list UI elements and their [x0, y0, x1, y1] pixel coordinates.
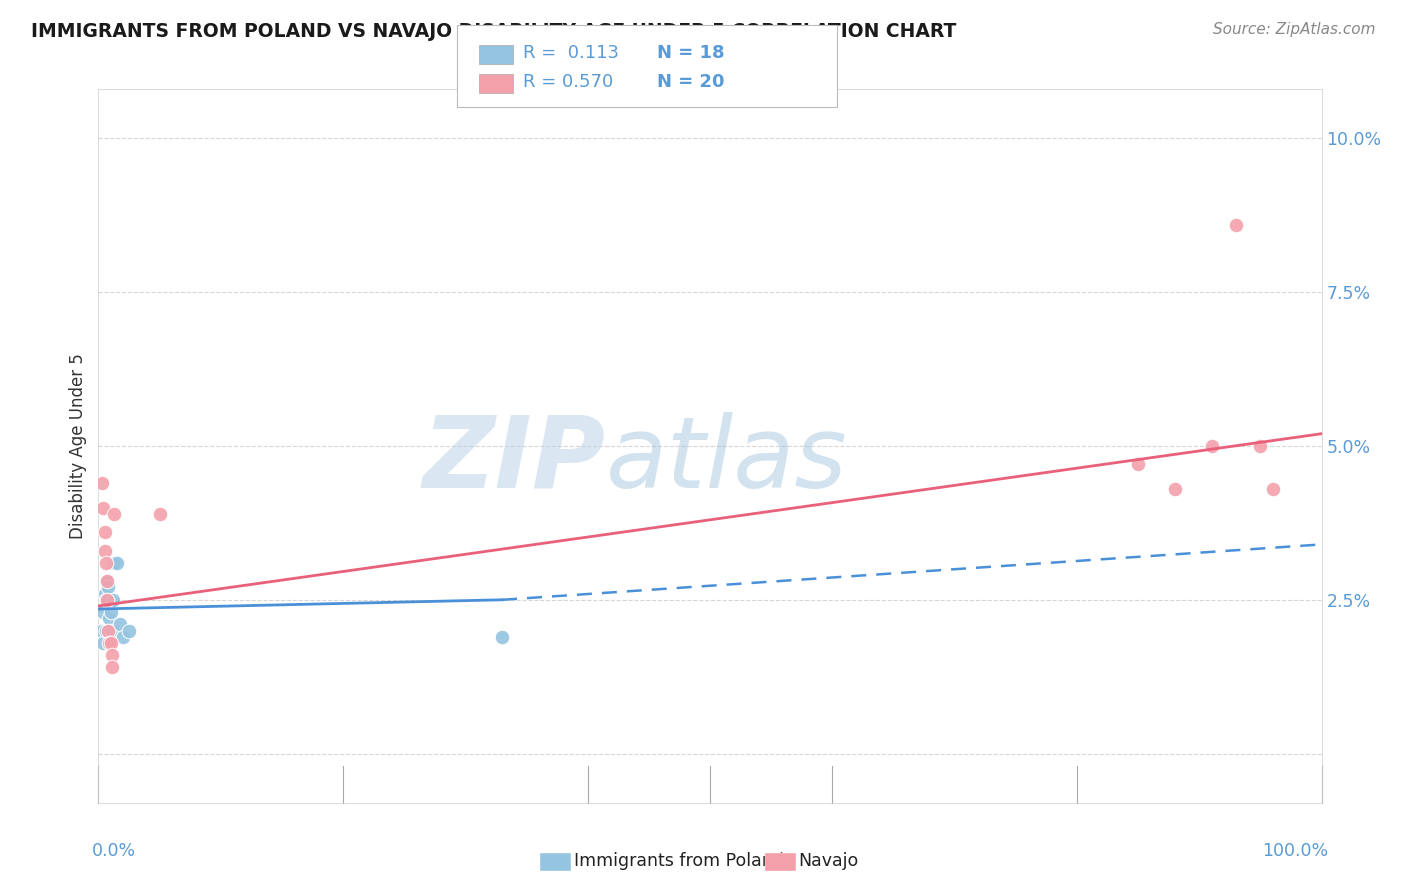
Point — [91, 636, 114, 650]
Point — [93, 543, 115, 558]
Point — [96, 574, 118, 589]
Point — [105, 556, 128, 570]
Point — [101, 660, 124, 674]
Point — [93, 525, 115, 540]
Point — [103, 507, 125, 521]
Point — [93, 587, 115, 601]
Point — [1249, 439, 1271, 453]
Point — [97, 624, 120, 638]
Point — [91, 475, 114, 490]
Point — [1261, 482, 1284, 496]
Text: N = 20: N = 20 — [657, 73, 724, 91]
Point — [103, 556, 125, 570]
Text: IMMIGRANTS FROM POLAND VS NAVAJO DISABILITY AGE UNDER 5 CORRELATION CHART: IMMIGRANTS FROM POLAND VS NAVAJO DISABIL… — [31, 22, 956, 41]
Text: ZIP: ZIP — [423, 412, 606, 508]
Point — [111, 630, 134, 644]
Text: 100.0%: 100.0% — [1261, 842, 1327, 860]
Text: Navajo: Navajo — [799, 852, 859, 870]
Text: R =  0.113: R = 0.113 — [523, 44, 619, 62]
Text: Source: ZipAtlas.com: Source: ZipAtlas.com — [1212, 22, 1375, 37]
Point — [97, 581, 120, 595]
Y-axis label: Disability Age Under 5: Disability Age Under 5 — [69, 353, 87, 539]
Point — [1128, 458, 1150, 472]
Point — [94, 592, 117, 607]
Point — [98, 636, 121, 650]
Text: 0.0%: 0.0% — [93, 842, 136, 860]
Point — [91, 624, 114, 638]
Text: atlas: atlas — [606, 412, 848, 508]
Point — [1225, 218, 1247, 232]
Text: Immigrants from Poland: Immigrants from Poland — [574, 852, 783, 870]
Point — [91, 605, 114, 619]
Point — [110, 617, 132, 632]
Point — [1201, 439, 1223, 453]
Point — [100, 636, 122, 650]
Point — [491, 630, 513, 644]
Point — [101, 592, 124, 607]
Point — [91, 500, 114, 515]
Text: R = 0.570: R = 0.570 — [523, 73, 613, 91]
Point — [101, 648, 124, 662]
Point — [1164, 482, 1187, 496]
Point — [96, 574, 118, 589]
Point — [118, 624, 141, 638]
Point — [100, 605, 122, 619]
Point — [94, 624, 117, 638]
Point — [98, 611, 121, 625]
Point — [149, 507, 172, 521]
Point — [96, 592, 118, 607]
Text: N = 18: N = 18 — [657, 44, 724, 62]
Point — [101, 624, 124, 638]
Point — [94, 556, 117, 570]
